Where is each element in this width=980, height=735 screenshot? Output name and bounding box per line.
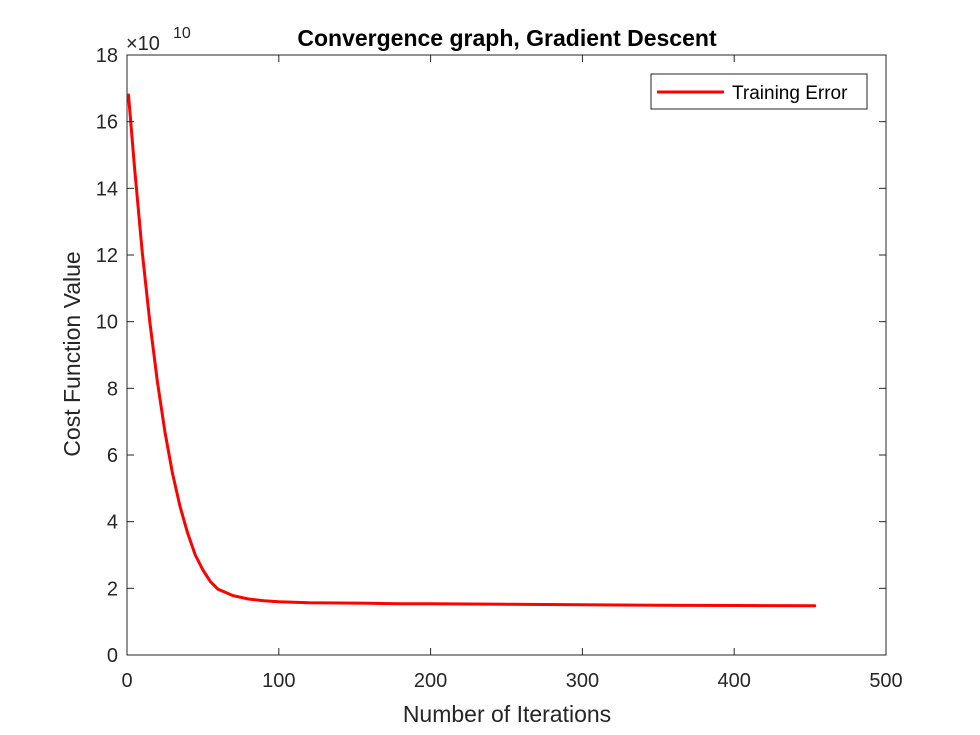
y-axis-label: Cost Function Value — [59, 251, 85, 456]
y-axis-multiplier-exponent: 10 — [173, 25, 191, 42]
y-tick-label: 16 — [96, 112, 118, 134]
x-tick-label: 500 — [869, 670, 902, 692]
x-tick-label: 300 — [566, 670, 599, 692]
data-layer — [127, 93, 817, 608]
plot-axes — [126, 54, 887, 656]
plot-area-frame — [126, 54, 887, 656]
y-tick-label: 12 — [96, 245, 118, 267]
y-tick-label: 18 — [96, 45, 118, 67]
chart-title: Convergence graph, Gradient Descent — [297, 25, 717, 51]
series-line-training-error — [127, 93, 817, 608]
x-tick-label: 200 — [414, 670, 447, 692]
legend: Training Error — [650, 73, 868, 110]
x-tick-label: 0 — [121, 670, 132, 692]
y-tick-label: 2 — [107, 578, 118, 600]
legend-label-training-error: Training Error — [732, 83, 848, 104]
y-tick-label: 10 — [96, 312, 118, 334]
x-axis-label: Number of Iterations — [403, 701, 611, 727]
y-tick-label: 8 — [107, 378, 118, 400]
y-tick-label: 0 — [107, 645, 118, 667]
y-tick-label: 6 — [107, 445, 118, 467]
y-tick-label: 14 — [96, 178, 118, 200]
y-tick-label: 4 — [107, 512, 118, 534]
x-tick-label: 400 — [718, 670, 751, 692]
tick-layer: 0 100 200 300 400 500 0 2 4 6 8 10 12 14 16 18 — [96, 45, 903, 692]
x-tick-label: 100 — [262, 670, 295, 692]
y-axis-multiplier: ×10 — [126, 33, 160, 55]
